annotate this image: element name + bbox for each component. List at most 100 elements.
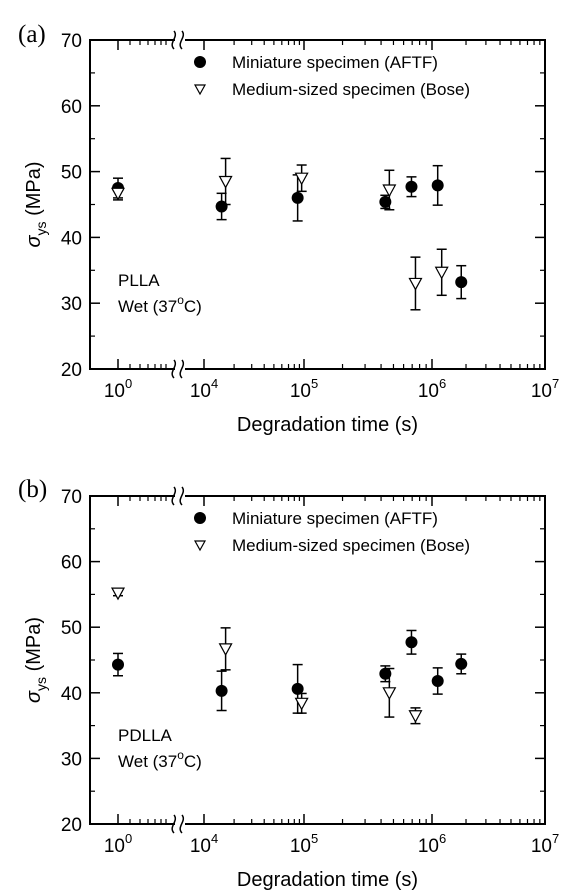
x-tick-exponent: 7 [552, 376, 559, 391]
x-tick-exponent: 0 [125, 376, 132, 391]
data-point-medium [218, 175, 233, 189]
data-point-medium [294, 697, 309, 711]
data-point-miniature [379, 195, 392, 208]
x-tick-exponent: 0 [125, 831, 132, 846]
y-tick-label: 50 [61, 618, 82, 639]
annotation-degree: o [177, 293, 184, 307]
x-tick-exponent: 5 [311, 831, 318, 846]
y-tick-label: 60 [61, 553, 82, 574]
x-tick-base: 10 [531, 381, 552, 402]
legend-marker-circle [194, 56, 206, 68]
x-tick-label: 105 [290, 831, 318, 857]
x-tick-base: 10 [418, 836, 439, 857]
data-point-miniature [215, 200, 228, 213]
y-axis-unit: (MPa) [23, 161, 45, 221]
legend-label: Miniature specimen (AFTF) [232, 509, 438, 528]
y-axis-unit: (MPa) [23, 617, 45, 677]
legend-label: Miniature specimen (AFTF) [232, 53, 438, 72]
data-point-miniature [405, 636, 418, 649]
data-point-miniature [431, 179, 444, 192]
y-tick-label: 60 [61, 97, 82, 118]
x-tick-label: 105 [290, 376, 318, 402]
x-tick-base: 10 [104, 836, 125, 857]
axis-break-mark [171, 486, 177, 506]
data-point-miniature [291, 191, 304, 204]
x-tick-label: 100 [104, 376, 132, 402]
x-axis-title: Degradation time (s) [237, 414, 418, 436]
data-point-medium [110, 587, 126, 601]
data-point-miniature [455, 657, 468, 670]
axis-break-gap [175, 36, 185, 44]
x-tick-label: 104 [190, 376, 218, 402]
annotation-material: PDLLA [118, 726, 173, 745]
x-tick-base: 10 [418, 381, 439, 402]
data-point-miniature [291, 682, 304, 695]
legend-marker-circle [194, 512, 206, 524]
panel-label: (a) [18, 21, 46, 48]
x-tick-label: 106 [418, 376, 446, 402]
x-tick-label: 100 [104, 831, 132, 857]
annotation-condition-end: C) [184, 752, 202, 771]
annotation-condition: Wet (37 [118, 297, 177, 316]
axis-break-mark [179, 814, 185, 834]
data-point-medium [110, 187, 126, 201]
axis-break-gap [175, 365, 185, 373]
y-tick-label: 70 [61, 31, 82, 52]
legend-label: Medium-sized specimen (Bose) [232, 80, 470, 99]
y-axis-subscript: ys [33, 677, 49, 691]
axis-break-mark [171, 30, 177, 50]
x-tick-base: 10 [190, 381, 211, 402]
y-tick-label: 50 [61, 163, 82, 184]
annotation-condition-end: C) [184, 297, 202, 316]
x-tick-label: 107 [531, 376, 559, 402]
legend-marker-triangle [193, 84, 207, 96]
data-point-miniature [431, 674, 444, 687]
x-tick-exponent: 4 [211, 376, 218, 391]
data-point-miniature [455, 276, 468, 289]
annotation-material: PLLA [118, 271, 160, 290]
axis-break-mark [179, 486, 185, 506]
y-axis-subscript: ys [33, 221, 49, 235]
x-tick-base: 10 [290, 836, 311, 857]
data-point-medium [382, 184, 397, 198]
x-tick-label: 107 [531, 831, 559, 857]
axis-break-mark [179, 359, 185, 379]
data-point-medium [382, 687, 397, 701]
x-tick-exponent: 4 [211, 831, 218, 846]
data-point-miniature [215, 684, 228, 697]
legend-marker-triangle [193, 540, 207, 552]
axis-break-gap [175, 492, 185, 500]
y-tick-label: 20 [61, 360, 82, 381]
panel-label: (b) [18, 476, 47, 503]
y-tick-label: 20 [61, 815, 82, 836]
panel-annotation: PLLA [118, 271, 160, 290]
y-tick-label: 40 [61, 228, 82, 249]
y-axis-title: σys (MPa) [23, 617, 49, 703]
axis-break-mark [171, 359, 177, 379]
x-axis-title: Degradation time (s) [237, 869, 418, 891]
data-point-medium [294, 172, 309, 186]
x-tick-label: 104 [190, 831, 218, 857]
data-point-miniature [379, 667, 392, 680]
x-tick-base: 10 [104, 381, 125, 402]
x-tick-label: 106 [418, 831, 446, 857]
y-axis-symbol: σ [23, 690, 45, 703]
y-tick-label: 70 [61, 487, 82, 508]
y-axis-title: σys (MPa) [23, 161, 49, 247]
panel-annotation: Wet (37oC) [118, 293, 202, 316]
y-tick-label: 30 [61, 749, 82, 770]
panel-annotation: Wet (37oC) [118, 748, 202, 771]
annotation-condition: Wet (37 [118, 752, 177, 771]
x-tick-exponent: 7 [552, 831, 559, 846]
annotation-degree: o [177, 748, 184, 762]
y-tick-label: 30 [61, 294, 82, 315]
axis-break-gap [175, 820, 185, 828]
data-point-medium [434, 266, 449, 280]
axis-break-mark [171, 814, 177, 834]
data-point-medium [408, 710, 423, 724]
x-tick-exponent: 6 [439, 376, 446, 391]
axis-break-mark [179, 30, 185, 50]
